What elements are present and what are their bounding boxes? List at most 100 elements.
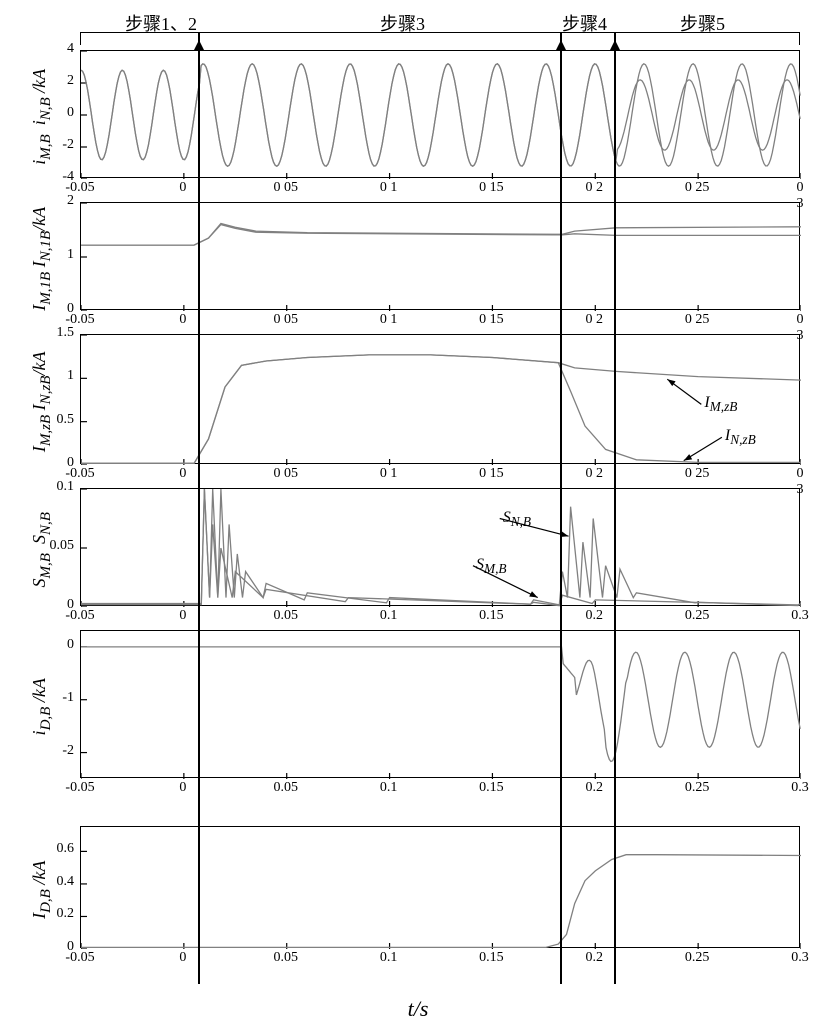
phase-boundary-line <box>560 50 562 984</box>
y-axis-label: ID,B /kA <box>29 829 55 951</box>
panels-container: iM,B iN,B /kA-4-2024-0.0500 050 10 150 2… <box>80 50 800 968</box>
data-series <box>81 647 800 762</box>
data-series <box>81 489 801 606</box>
x-tick-label: 0 1 <box>380 180 398 196</box>
phase-boundary-line <box>614 50 616 984</box>
y-tick-label: 0.5 <box>57 412 75 428</box>
x-tick-labels: -0.0500.050.10.150.20.250.3 <box>80 608 800 626</box>
x-tick-label: 0.25 <box>685 608 710 624</box>
x-tick-label: 0 15 <box>479 466 504 482</box>
x-tick-label: 0 <box>179 180 186 196</box>
x-tick-label: 0 1 <box>380 466 398 482</box>
y-tick-label: -2 <box>62 743 74 759</box>
y-tick-label: 1 <box>67 247 74 263</box>
x-tick-label: 0.3 <box>791 608 809 624</box>
x-tick-label: 0.1 <box>380 780 398 796</box>
x-tick-label: -0.05 <box>65 950 94 966</box>
x-tick-label: 0.15 <box>479 608 504 624</box>
y-tick-label: 1.5 <box>57 325 75 341</box>
phase-boundary-line <box>198 50 200 984</box>
series-annotation: SM,B <box>476 556 507 577</box>
x-tick-labels: -0.0500 050 10 150 20 250 3 <box>80 312 800 330</box>
y-axis-label: IM,1B IN,1B/kA <box>29 205 55 313</box>
x-tick-label: 0.05 <box>273 780 298 796</box>
x-tick-label: 0 25 <box>685 466 710 482</box>
x-tick-label: 0 05 <box>273 466 298 482</box>
series-annotation: IM,zB <box>704 394 737 415</box>
y-tick-label: 0.05 <box>50 538 75 554</box>
series-annotation: SN,B <box>503 509 531 530</box>
chart-panel <box>80 50 800 178</box>
x-tick-label: 0 2 <box>586 466 604 482</box>
y-axis-label: IM,zB IN,zB/kA <box>29 337 55 467</box>
y-tick-label: 0 <box>67 637 74 653</box>
x-tick-label: 0.1 <box>380 608 398 624</box>
y-tick-label: 2 <box>67 73 74 89</box>
x-tick-label: 0.3 <box>791 950 809 966</box>
chart-panel <box>80 630 800 778</box>
phase-arrow-icon <box>194 40 204 50</box>
x-tick-label: 0.1 <box>380 950 398 966</box>
x-tick-label: 0.05 <box>273 950 298 966</box>
x-tick-label: 0 <box>179 466 186 482</box>
x-tick-label: 0.25 <box>685 780 710 796</box>
x-tick-label: 0 15 <box>479 312 504 328</box>
chart-panel <box>80 826 800 948</box>
y-tick-label: -2 <box>62 137 74 153</box>
x-tick-label: -0.05 <box>65 780 94 796</box>
multi-panel-figure: 步骤1、2 步骤3 步骤4 步骤5 iM,B iN,B /kA-4-2024-0… <box>10 10 826 1022</box>
x-tick-label: 0.2 <box>586 608 604 624</box>
x-tick-label: 0 <box>179 780 186 796</box>
x-tick-label: 0.2 <box>586 950 604 966</box>
x-tick-label: 0.3 <box>791 780 809 796</box>
x-tick-label: 0 <box>179 312 186 328</box>
data-series <box>81 64 800 166</box>
y-tick-label: 0.2 <box>57 906 75 922</box>
phase-bracket <box>615 32 800 45</box>
x-tick-label: 0 1 <box>380 312 398 328</box>
phase-bracket <box>561 32 614 45</box>
x-tick-label: 0 05 <box>273 312 298 328</box>
x-tick-label: 0.15 <box>479 780 504 796</box>
x-tick-label: 0 25 <box>685 180 710 196</box>
x-tick-label: 0 <box>179 608 186 624</box>
x-tick-labels: -0.0500.050.10.150.20.250.3 <box>80 780 800 798</box>
y-axis-label: iM,B iN,B /kA <box>29 53 55 181</box>
x-tick-labels: -0.0500 050 10 150 20 250 3 <box>80 180 800 198</box>
x-tick-label: 0.25 <box>685 950 710 966</box>
y-tick-label: 0.4 <box>57 874 75 890</box>
phase-bracket <box>80 32 199 45</box>
data-series <box>81 489 801 606</box>
x-tick-label: 0.05 <box>273 608 298 624</box>
phase-arrow-icon <box>610 40 620 50</box>
y-axis-label: iD,B /kA <box>29 633 55 781</box>
phase-arrow-icon <box>556 40 566 50</box>
y-tick-label: 1 <box>67 368 74 384</box>
x-tick-label: 0 2 <box>586 312 604 328</box>
x-tick-label: 0 <box>179 950 186 966</box>
y-tick-label: 4 <box>67 41 74 57</box>
phase-bracket <box>199 32 561 45</box>
chart-panel <box>80 202 800 310</box>
x-tick-label: 0 05 <box>273 180 298 196</box>
chart-panel: IM,zB IN,zB <box>80 334 800 464</box>
data-series <box>81 355 801 463</box>
phase-labels-row: 步骤1、2 步骤3 步骤4 步骤5 <box>80 10 800 50</box>
x-tick-label: 0.15 <box>479 950 504 966</box>
y-tick-label: -1 <box>62 690 74 706</box>
x-tick-labels: -0.0500 050 10 150 20 250 3 <box>80 466 800 484</box>
x-tick-label: -0.05 <box>65 608 94 624</box>
chart-panel: SN,B SM,B <box>80 488 800 606</box>
data-series <box>81 855 801 948</box>
y-tick-label: 0.6 <box>57 841 75 857</box>
x-tick-label: 0.2 <box>586 780 604 796</box>
data-series <box>81 355 801 463</box>
x-tick-label: 0 15 <box>479 180 504 196</box>
x-tick-label: 0 25 <box>685 312 710 328</box>
x-tick-labels: -0.0500.050.10.150.20.250.3 <box>80 950 800 968</box>
y-tick-label: 0.1 <box>57 479 75 495</box>
y-tick-label: 0 <box>67 105 74 121</box>
y-tick-label: 2 <box>67 193 74 209</box>
x-tick-label: 0 2 <box>586 180 604 196</box>
series-annotation: IN,zB <box>725 427 756 448</box>
